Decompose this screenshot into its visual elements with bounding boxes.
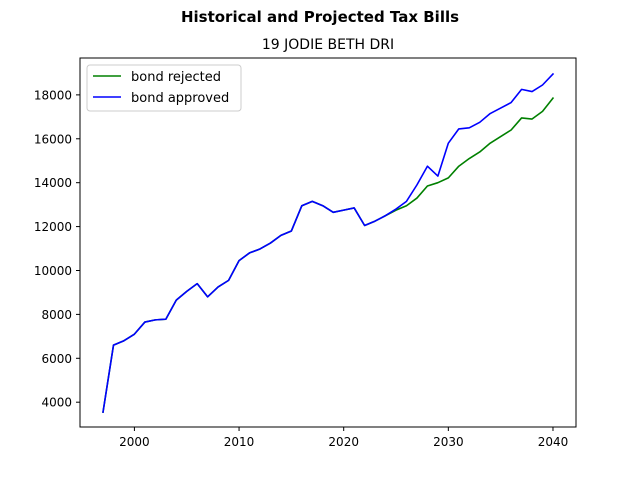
axes-frame bbox=[79, 57, 577, 428]
x-tick-label-2000: 2000 bbox=[119, 435, 150, 449]
x-tick-label-2010: 2010 bbox=[224, 435, 255, 449]
x-tick-label-2020: 2020 bbox=[328, 435, 359, 449]
legend-box bbox=[86, 64, 242, 112]
series-layer bbox=[102, 72, 555, 413]
legend-label-bond-rejected: bond rejected bbox=[131, 70, 221, 85]
chart-subtitle: 19 JODIE BETH DRI bbox=[262, 37, 394, 53]
x-axis: 2000 2010 2020 2030 2040 bbox=[119, 427, 568, 449]
y-tick-label-16000: 16000 bbox=[34, 132, 72, 146]
plot-area: 2000 2010 2020 2030 2040 4000 6000 8000 10000 12… bbox=[34, 57, 577, 449]
y-tick-label-6000: 6000 bbox=[41, 352, 72, 366]
plot-background bbox=[80, 58, 576, 427]
y-tick-label-8000: 8000 bbox=[41, 308, 72, 322]
x-tick-label-2030: 2030 bbox=[433, 435, 464, 449]
y-tick-label-18000: 18000 bbox=[34, 88, 72, 102]
chart-title: Historical and Projected Tax Bills bbox=[181, 8, 459, 26]
y-axis: 4000 6000 8000 10000 12000 14000 16000 18000 bbox=[34, 88, 80, 410]
y-tick-label-10000: 10000 bbox=[34, 264, 72, 278]
y-tick-label-14000: 14000 bbox=[34, 176, 72, 190]
y-tick-label-12000: 12000 bbox=[34, 220, 72, 234]
series-line-bond-approved bbox=[102, 72, 555, 413]
y-tick-label-4000: 4000 bbox=[41, 396, 72, 410]
x-tick-label-2040: 2040 bbox=[538, 435, 569, 449]
legend-label-bond-approved: bond approved bbox=[131, 91, 229, 106]
legend: bond rejected bond approved bbox=[86, 64, 242, 112]
